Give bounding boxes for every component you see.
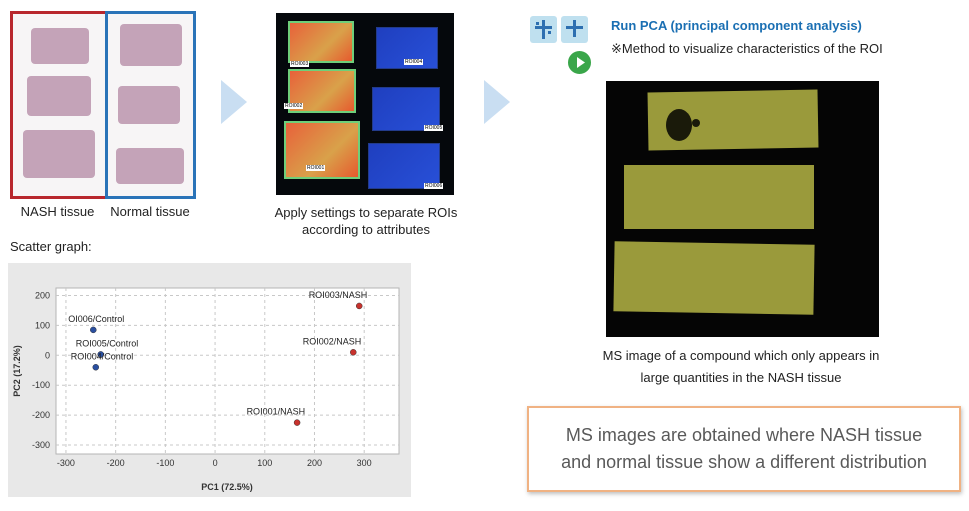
y-tick-label: 0	[45, 350, 50, 360]
conclusion-callout: MS images are obtained where NASH tissue…	[527, 406, 961, 492]
data-point	[293, 419, 301, 426]
data-point-label: OI006/Control	[68, 314, 124, 324]
y-tick-label: -100	[32, 380, 50, 390]
data-point-label: ROI001/NASH	[247, 407, 306, 417]
callout-line2: and normal tissue show a different distr…	[561, 452, 927, 472]
y-tick-label: 200	[35, 290, 50, 300]
x-tick-label: 200	[307, 458, 322, 468]
callout-line1: MS images are obtained where NASH tissue	[565, 425, 923, 445]
data-point	[355, 302, 363, 310]
nash-tissue-image	[10, 11, 108, 199]
spectrum-icon	[530, 16, 557, 43]
roi-tag: ROI003	[290, 61, 310, 67]
x-tick-label: 300	[357, 458, 372, 468]
data-point-label: ROI004/Control	[71, 351, 134, 361]
roi-caption-line1: Apply settings to separate ROIs	[274, 205, 458, 220]
roi-tag: ROI002	[284, 103, 304, 109]
x-tick-label: -100	[156, 458, 174, 468]
data-point-label: ROI003/NASH	[309, 290, 368, 300]
roi-tag: ROI004	[404, 59, 424, 65]
scatter-heading: Scatter graph:	[10, 239, 92, 254]
x-tick-label: -300	[57, 458, 75, 468]
y-axis-label: PC2 (17.2%)	[12, 345, 22, 397]
play-icon[interactable]	[566, 49, 593, 76]
pca-title: Run PCA (principal component analysis)	[611, 18, 862, 33]
ms-caption-line1: MS image of a compound which only appear…	[602, 348, 880, 363]
data-point	[92, 364, 100, 371]
scatter-chart: -300 -200 -100 0 100 200 300 200 100 0 -100 -200 -30…	[8, 263, 411, 497]
step-arrow-2	[484, 80, 510, 124]
data-point	[97, 351, 104, 358]
x-axis-label: PC1 (72.5%)	[201, 482, 253, 492]
y-tick-label: -200	[32, 410, 50, 420]
ms-image-caption: MS image of a compound which only appear…	[566, 345, 916, 389]
roi-caption-line2: according to attributes	[302, 222, 430, 237]
x-tick-label: 0	[213, 458, 218, 468]
data-point	[90, 326, 97, 334]
ms-image	[606, 81, 879, 337]
y-tick-label: -300	[32, 440, 50, 450]
run-pca-icon[interactable]	[561, 16, 588, 43]
roi-tag: ROI001	[306, 165, 326, 171]
data-point-label: ROI005/Control	[76, 338, 139, 348]
normal-tissue-image	[105, 11, 196, 199]
roi-segmentation-image: ROI003 ROI004 ROI002 ROI005 ROI001 ROI00…	[276, 13, 454, 195]
nash-tissue-label: NASH tissue	[20, 204, 95, 219]
step-arrow-1	[221, 80, 247, 124]
pca-note: ※Method to visualize characteristics of …	[611, 41, 883, 56]
data-point-label: ROI002/NASH	[303, 336, 362, 346]
ms-caption-line2: large quantities in the NASH tissue	[640, 370, 842, 385]
plot-area	[55, 287, 400, 455]
normal-tissue-label: Normal tissue	[110, 204, 190, 219]
scatter-svg: -300 -200 -100 0 100 200 300 200 100 0 -100 -200 -30…	[12, 287, 400, 492]
y-tick-label: 100	[35, 320, 50, 330]
x-tick-label: 100	[257, 458, 272, 468]
roi-tag: ROI006	[424, 183, 444, 189]
data-point	[350, 349, 357, 356]
roi-step-caption: Apply settings to separate ROIs accordin…	[244, 204, 488, 238]
roi-tag: ROI005	[424, 125, 444, 131]
x-tick-label: -200	[107, 458, 125, 468]
